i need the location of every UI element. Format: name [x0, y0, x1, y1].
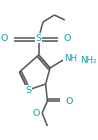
Text: NH₂: NH₂ [81, 55, 97, 65]
Text: O: O [1, 33, 8, 43]
Text: O: O [66, 96, 73, 106]
Text: O: O [32, 108, 39, 117]
Text: S: S [25, 86, 31, 94]
Text: O: O [64, 33, 71, 43]
Text: NH: NH [64, 53, 77, 62]
Text: S: S [36, 33, 42, 43]
